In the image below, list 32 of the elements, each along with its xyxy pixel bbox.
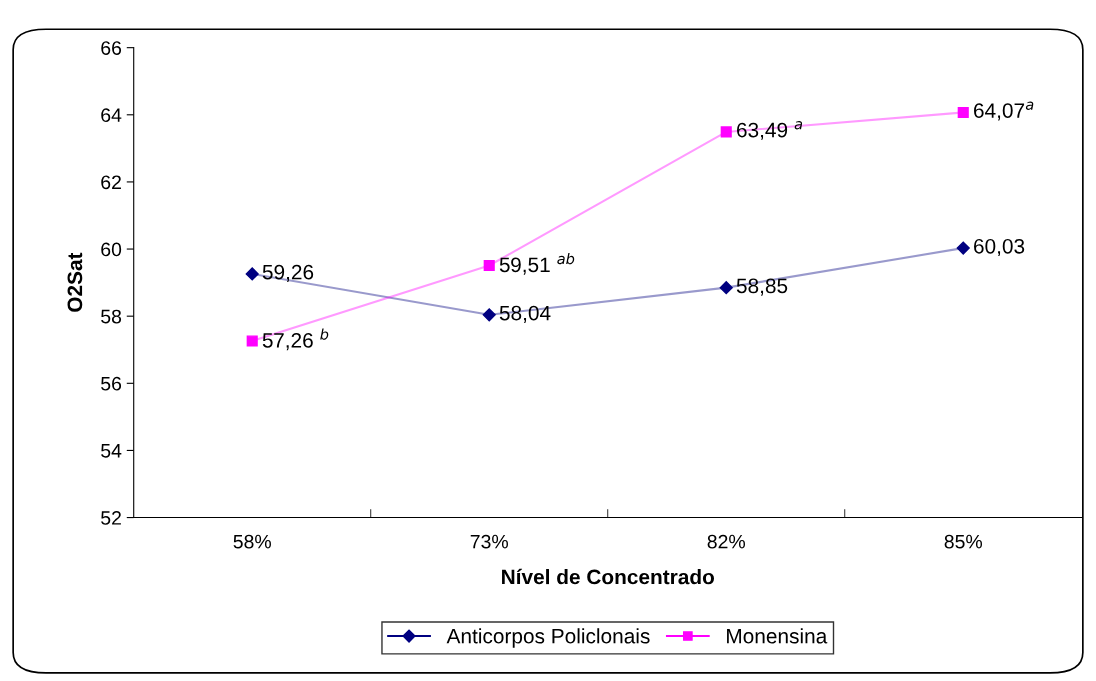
point [719, 281, 733, 295]
y-tick-label: 62 [101, 175, 121, 190]
y-tick-label: 60 [101, 242, 122, 257]
y-axis-title: O2Sat [67, 252, 83, 312]
point [245, 267, 259, 281]
y-tick-label: 52 [101, 511, 121, 525]
legend-label: Anticorpos Policlonais [446, 628, 650, 648]
y-tick-label: 58 [101, 309, 122, 324]
y-tick-label: 56 [101, 376, 122, 391]
data-label: 58,04 [499, 305, 551, 323]
data-label: 64,07$^{a}$ [974, 101, 1034, 121]
data-label: 59,51 $^{ab}$ [499, 252, 575, 275]
legend-label: Monensina [727, 628, 828, 644]
x-tick-label: 58% [233, 534, 271, 549]
x-tick-label: 82% [707, 534, 745, 549]
data-label: 59,26 [262, 264, 314, 282]
point [483, 259, 495, 272]
y-tick-label: 64 [101, 108, 122, 123]
point [957, 106, 969, 119]
point [720, 126, 732, 138]
data-label: 63,49 $^{a}$ [737, 121, 803, 140]
data-label: 60,03 [974, 238, 1025, 257]
x-tick-label: 73% [470, 534, 508, 549]
point [956, 241, 970, 255]
point [246, 335, 258, 347]
point [482, 308, 496, 322]
data-label: 58,85 [736, 278, 788, 296]
x-axis-title: Nível de Concentrado [502, 568, 715, 585]
data-label: 57,26 $^{b}$ [262, 328, 329, 351]
y-tick-label: 66 [101, 41, 122, 55]
y-tick-label: 54 [101, 444, 122, 458]
x-tick-label: 85% [944, 534, 983, 549]
